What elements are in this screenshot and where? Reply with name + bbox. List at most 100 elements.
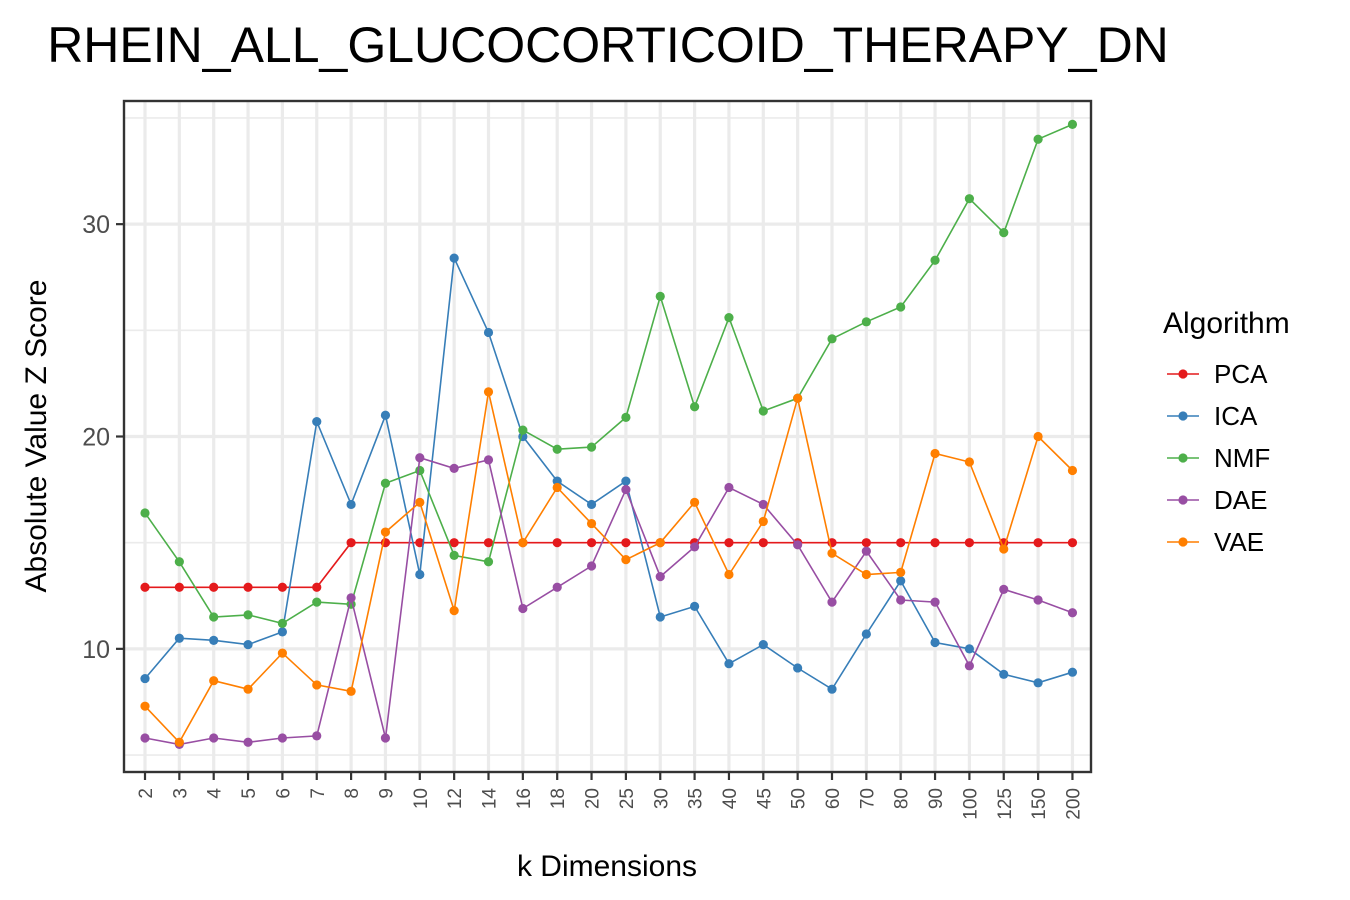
data-point-ica [586, 499, 597, 510]
x-tick-label: 35 [686, 788, 707, 809]
data-point-vae [896, 567, 906, 577]
x-tick-label: 2 [136, 788, 157, 799]
data-point-nmf [964, 194, 975, 204]
data-point-dae [346, 593, 356, 603]
data-point-ica [140, 673, 150, 684]
data-point-ica [1067, 667, 1078, 677]
data-point-nmf [140, 508, 150, 518]
data-point-vae [586, 518, 597, 529]
data-point-pca [964, 538, 975, 548]
x-tick-label: 40 [720, 788, 741, 809]
data-point-vae [380, 527, 391, 537]
data-point-nmf [724, 312, 734, 323]
data-point-dae [655, 572, 665, 582]
data-point-ica [209, 635, 219, 645]
data-point-ica [930, 637, 940, 648]
data-point-vae [243, 684, 253, 694]
data-point-vae [346, 686, 356, 696]
data-point-pca [483, 538, 494, 548]
series-line-ica [144, 255, 1073, 691]
grid [124, 101, 1091, 772]
x-tick-label: 50 [789, 788, 810, 809]
data-point-vae [312, 680, 322, 690]
data-point-ica [1033, 678, 1043, 688]
data-point-vae [483, 387, 494, 397]
legend-key-point [1178, 495, 1188, 505]
data-point-ica [999, 669, 1009, 679]
data-point-vae [827, 548, 837, 558]
data-point-dae [1033, 595, 1043, 605]
data-point-dae [690, 542, 700, 552]
data-point-vae [518, 538, 528, 548]
data-point-vae [174, 737, 184, 747]
legend-key-point [1178, 369, 1188, 379]
data-point-dae [861, 546, 871, 556]
data-point-nmf [449, 550, 459, 561]
x-tick-label: 90 [926, 788, 947, 809]
series-line-dae [144, 456, 1073, 746]
data-point-nmf [690, 402, 700, 412]
x-tick-label: 10 [411, 788, 432, 809]
data-point-dae [140, 733, 150, 743]
series-layer [140, 119, 1078, 749]
data-point-nmf [312, 597, 322, 607]
legend-label: DAE [1214, 485, 1267, 515]
data-point-dae [930, 597, 940, 607]
data-point-dae [209, 733, 219, 743]
data-point-pca [586, 538, 597, 548]
data-point-nmf [621, 412, 631, 422]
data-point-dae [483, 455, 494, 465]
data-point-nmf [1033, 134, 1043, 144]
x-tick-label: 12 [445, 788, 466, 809]
data-point-dae [999, 584, 1009, 594]
data-point-nmf [999, 228, 1009, 238]
x-tick-label: 18 [548, 788, 569, 809]
x-tick-label: 100 [960, 788, 981, 820]
data-point-pca [724, 538, 734, 548]
legend-key-point [1178, 537, 1188, 547]
data-point-pca [621, 538, 631, 548]
x-tick-label: 25 [617, 788, 638, 809]
data-point-pca [930, 538, 940, 548]
x-tick-label: 8 [342, 788, 363, 799]
data-point-ica [758, 639, 768, 650]
data-point-ica [964, 644, 975, 654]
data-point-nmf [655, 291, 665, 301]
x-tick-label: 6 [273, 788, 294, 799]
data-point-nmf [827, 334, 837, 344]
data-point-vae [861, 569, 871, 580]
data-point-nmf [174, 557, 184, 567]
data-point-nmf [930, 255, 940, 265]
data-point-ica [174, 633, 184, 643]
x-tick-label: 150 [1029, 788, 1050, 820]
data-point-dae [449, 463, 459, 473]
data-point-dae [380, 733, 391, 743]
x-tick-label: 45 [754, 788, 775, 809]
legend-key-point [1178, 411, 1188, 421]
data-point-vae [690, 497, 700, 507]
data-point-ica [380, 410, 391, 420]
x-axis: 2 3 4 5 6 7 8 9 10 12 14 16 18 20 25 30 35 40 45 50 60 70 80 90… [136, 772, 1084, 820]
y-tick-label: 10 [82, 636, 110, 664]
x-tick-label: 200 [1063, 788, 1084, 820]
data-point-ica [483, 327, 494, 338]
x-axis-title: k Dimensions [517, 850, 697, 883]
x-tick-label: 125 [995, 788, 1016, 820]
data-point-ica [690, 601, 700, 611]
data-point-dae [415, 453, 425, 463]
data-point-pca [415, 538, 425, 548]
data-point-dae [586, 561, 597, 571]
legend-item-ica: ICA [1167, 401, 1258, 431]
x-tick-label: 30 [651, 788, 672, 809]
data-point-dae [552, 582, 562, 592]
legend-title: Algorithm [1163, 307, 1290, 340]
data-point-dae [518, 603, 528, 614]
x-tick-label: 60 [823, 788, 844, 809]
data-point-vae [793, 393, 803, 403]
legend-item-pca: PCA [1167, 359, 1268, 389]
data-point-vae [930, 448, 940, 459]
data-point-ica [655, 612, 665, 622]
data-point-pca [1033, 538, 1043, 548]
legend-label: ICA [1214, 401, 1258, 431]
